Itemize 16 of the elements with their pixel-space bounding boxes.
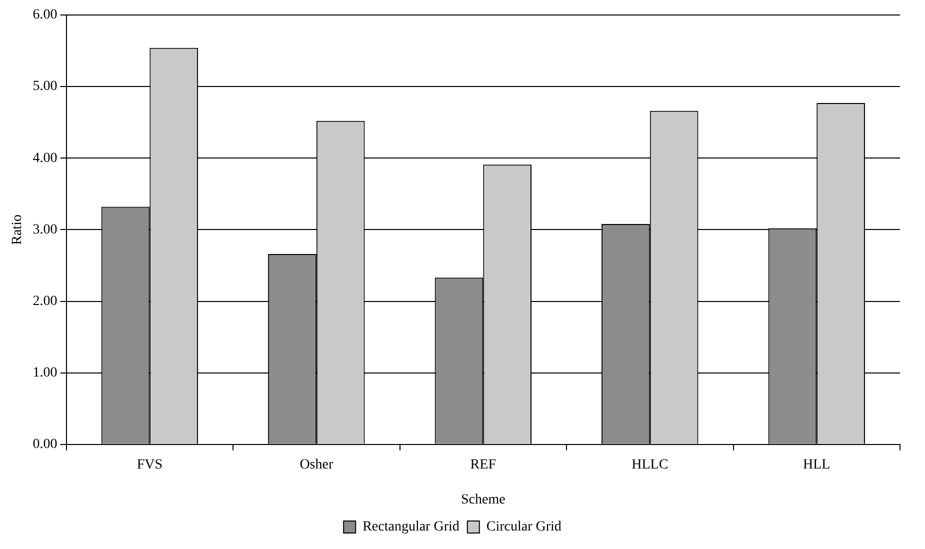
x-tick-label: Osher bbox=[300, 457, 334, 472]
y-tick-label: 2.00 bbox=[32, 294, 58, 309]
y-tick-label: 1.00 bbox=[32, 366, 58, 381]
x-tick-label: FVS bbox=[136, 457, 163, 472]
x-tick-label: REF bbox=[470, 457, 496, 472]
x-axis-title: Scheme bbox=[460, 492, 506, 508]
y-axis-title: Ratio bbox=[10, 214, 26, 245]
legend-label: Circular Grid bbox=[486, 520, 562, 535]
y-tick-label: 6.00 bbox=[32, 8, 58, 23]
y-tick-label: 4.00 bbox=[32, 150, 58, 166]
legend-label: Rectangular Grid bbox=[362, 520, 460, 535]
x-tick-label: HLL bbox=[803, 457, 830, 472]
y-tick-label: 5.00 bbox=[32, 79, 58, 94]
x-tick-label: HLLC bbox=[632, 457, 668, 472]
y-tick-label: 0.00 bbox=[32, 437, 58, 452]
y-tick-label: 3.00 bbox=[32, 222, 58, 238]
